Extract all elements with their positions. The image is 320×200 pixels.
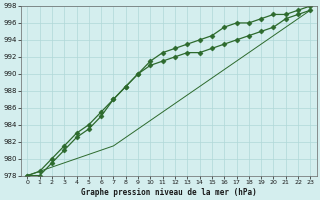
X-axis label: Graphe pression niveau de la mer (hPa): Graphe pression niveau de la mer (hPa)	[81, 188, 257, 197]
